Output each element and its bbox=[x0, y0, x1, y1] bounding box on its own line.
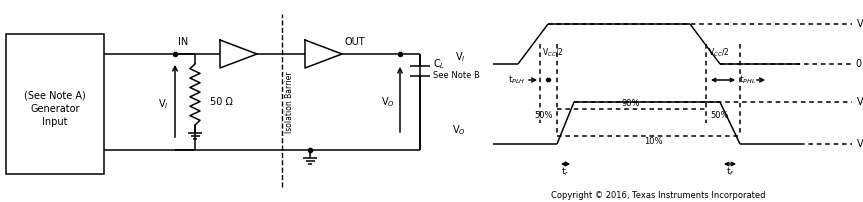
Text: V$_O$: V$_O$ bbox=[381, 95, 395, 109]
Text: 50 Ω: 50 Ω bbox=[210, 97, 233, 107]
Text: V$_O$: V$_O$ bbox=[452, 123, 466, 137]
Text: t$_{PLH}$: t$_{PLH}$ bbox=[508, 74, 526, 86]
Text: V$_{OH}$: V$_{OH}$ bbox=[856, 95, 863, 109]
Text: (See Note A): (See Note A) bbox=[24, 91, 86, 101]
Text: V$_I$: V$_I$ bbox=[456, 50, 466, 64]
Text: OUT: OUT bbox=[344, 37, 365, 47]
Text: Isolation Barrier: Isolation Barrier bbox=[285, 71, 294, 133]
Text: V$_{OL}$: V$_{OL}$ bbox=[856, 137, 863, 151]
Text: 0 V: 0 V bbox=[856, 59, 863, 69]
Text: IN: IN bbox=[178, 37, 188, 47]
Text: 90%: 90% bbox=[621, 100, 640, 108]
Text: 50%: 50% bbox=[710, 110, 728, 120]
Text: C$_L$: C$_L$ bbox=[433, 57, 445, 71]
Text: t$_r$: t$_r$ bbox=[561, 166, 570, 178]
Text: V$_I$: V$_I$ bbox=[158, 97, 168, 111]
Bar bbox=[6, 34, 104, 174]
Text: V$_{CC}$/2: V$_{CC}$/2 bbox=[708, 47, 729, 59]
Text: 50%: 50% bbox=[534, 110, 553, 120]
Text: Generator: Generator bbox=[30, 104, 79, 114]
Text: t$_f$: t$_f$ bbox=[726, 166, 734, 178]
Text: See Note B: See Note B bbox=[433, 72, 480, 81]
Text: V$_{CC}$: V$_{CC}$ bbox=[856, 17, 863, 31]
Text: Input: Input bbox=[42, 117, 68, 127]
Text: t$_{PHL}$: t$_{PHL}$ bbox=[739, 74, 756, 86]
Text: V$_{CC}$/2: V$_{CC}$/2 bbox=[542, 47, 564, 59]
Text: Copyright © 2016, Texas Instruments Incorporated: Copyright © 2016, Texas Instruments Inco… bbox=[551, 190, 765, 200]
Text: 10%: 10% bbox=[644, 137, 662, 145]
